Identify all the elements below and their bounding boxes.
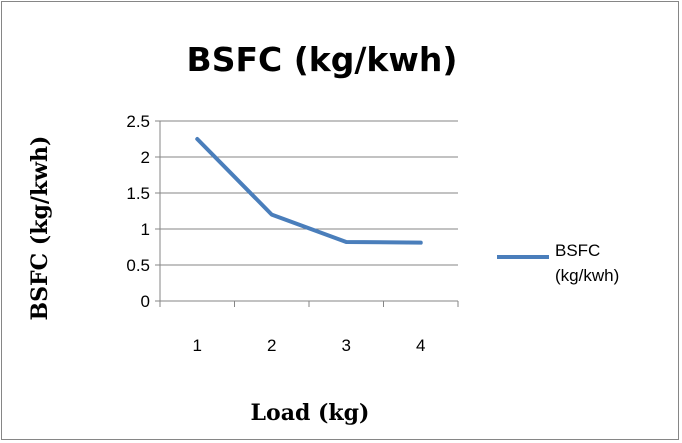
x-tick-label: 2 [267, 336, 276, 355]
x-tick-label: 4 [416, 336, 425, 355]
legend-label: BSFC (kg/kwh) [555, 241, 620, 285]
y-axis-title: BSFC (kg/kwh) [27, 135, 53, 321]
x-tick-label: 3 [342, 336, 351, 355]
chart-title: BSFC (kg/kwh) [186, 40, 458, 79]
y-tick-label: 0.5 [126, 256, 150, 275]
y-tick-label: 2.5 [126, 112, 150, 131]
y-tick-label: 1.5 [126, 184, 150, 203]
y-tick-label: 2 [141, 148, 150, 167]
x-tick-label: 1 [193, 336, 202, 355]
y-tick-label: 1 [141, 220, 150, 239]
y-tick-label: 0 [141, 292, 150, 311]
legend-swatch [497, 255, 549, 259]
x-axis-title: Load (kg) [250, 400, 370, 426]
series-line [195, 137, 423, 245]
